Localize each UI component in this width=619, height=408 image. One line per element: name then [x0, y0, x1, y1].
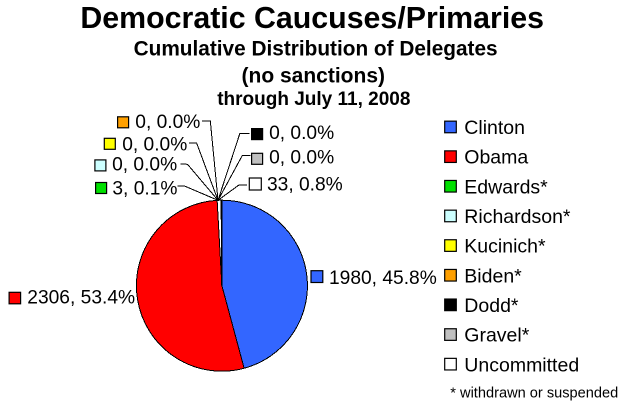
svg-text:Edwards*: Edwards* [464, 176, 548, 198]
svg-text:Richardson*: Richardson* [464, 206, 571, 228]
svg-text:Uncommitted: Uncommitted [464, 354, 579, 376]
svg-text:0, 0.0%: 0, 0.0% [269, 148, 334, 169]
svg-text:0, 0.0%: 0, 0.0% [122, 135, 187, 156]
svg-text:(no sanctions): (no sanctions) [242, 65, 386, 88]
svg-text:Gravel*: Gravel* [464, 325, 529, 347]
svg-text:Dodd*: Dodd* [464, 295, 519, 317]
svg-text:3, 0.1%: 3, 0.1% [112, 178, 177, 199]
svg-text:* withdrawn or suspended: * withdrawn or suspended [450, 386, 618, 402]
svg-text:2306, 53.4%: 2306, 53.4% [27, 288, 135, 309]
svg-text:Biden*: Biden* [464, 265, 522, 287]
svg-text:Obama: Obama [464, 147, 528, 169]
svg-text:0, 0.0%: 0, 0.0% [269, 123, 334, 144]
svg-text:33, 0.8%: 33, 0.8% [267, 174, 343, 195]
svg-text:Kucinich*: Kucinich* [464, 236, 546, 258]
svg-text:Cumulative Distribution of Del: Cumulative Distribution of Delegates [134, 37, 498, 60]
svg-text:Clinton: Clinton [464, 117, 525, 139]
svg-text:0, 0.0%: 0, 0.0% [135, 112, 200, 133]
svg-text:1980, 45.8%: 1980, 45.8% [329, 268, 437, 289]
svg-text:through July 11, 2008: through July 11, 2008 [217, 89, 410, 110]
svg-text:Democratic Caucuses/Primaries: Democratic Caucuses/Primaries [80, 2, 544, 35]
svg-text:0, 0.0%: 0, 0.0% [112, 154, 177, 175]
